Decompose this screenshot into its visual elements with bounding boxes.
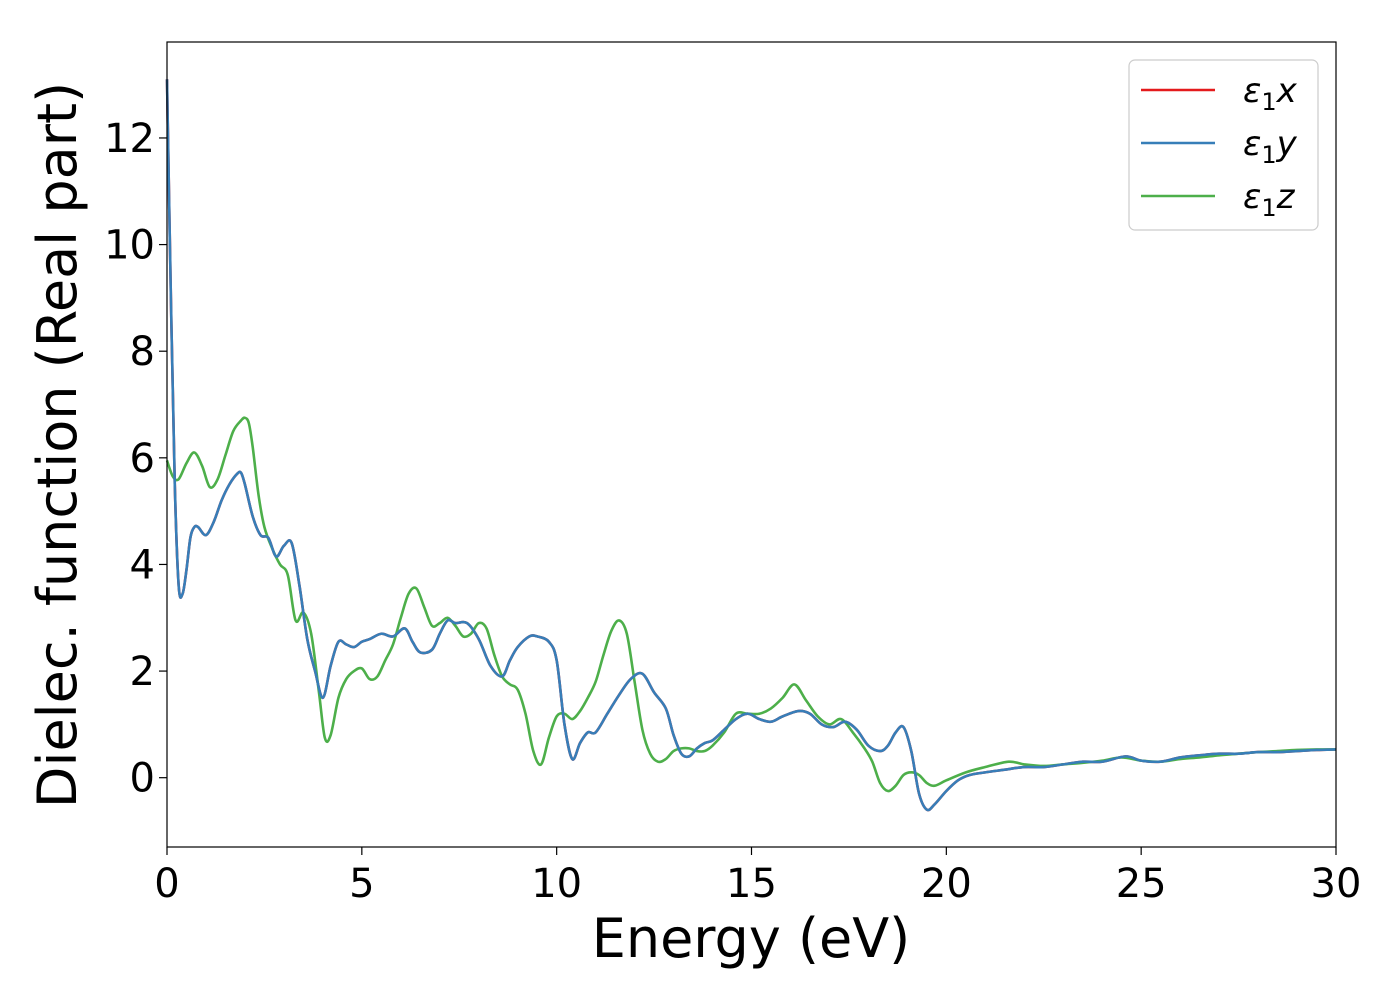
legend-label-y: ε1y	[1243, 124, 1298, 169]
x-tick-label: 0	[154, 861, 179, 907]
x-axis-label: Energy (eV)	[592, 907, 911, 970]
y-axis-label: Dielec. function (Real part)	[26, 82, 89, 808]
y-tick-label: 10	[104, 223, 155, 269]
y-axis-ticks: 0 2 4 6 8 10 12	[104, 116, 167, 802]
x-tick-label: 20	[921, 861, 972, 907]
x-tick-label: 10	[531, 861, 582, 907]
y-tick-label: 2	[130, 649, 155, 695]
legend-label-z: ε1z	[1243, 177, 1296, 222]
x-tick-label: 30	[1311, 861, 1362, 907]
x-tick-label: 15	[726, 861, 777, 907]
legend-label-x: ε1x	[1243, 71, 1298, 116]
y-tick-label: 8	[130, 329, 155, 375]
y-tick-label: 4	[130, 542, 155, 588]
series-layer	[165, 79, 1337, 812]
y-tick-label: 0	[130, 756, 155, 802]
legend: ε1x ε1y ε1z	[1128, 59, 1319, 231]
x-tick-label: 25	[1116, 861, 1167, 907]
x-tick-label: 5	[349, 861, 374, 907]
y-tick-label: 12	[104, 116, 155, 162]
y-tick-label: 6	[130, 436, 155, 482]
x-axis-ticks: 0 5 10 15 20 25 30	[154, 847, 1361, 907]
series-line-y	[165, 79, 1337, 812]
legend-box	[1128, 59, 1319, 231]
series-line-z	[165, 416, 1337, 793]
